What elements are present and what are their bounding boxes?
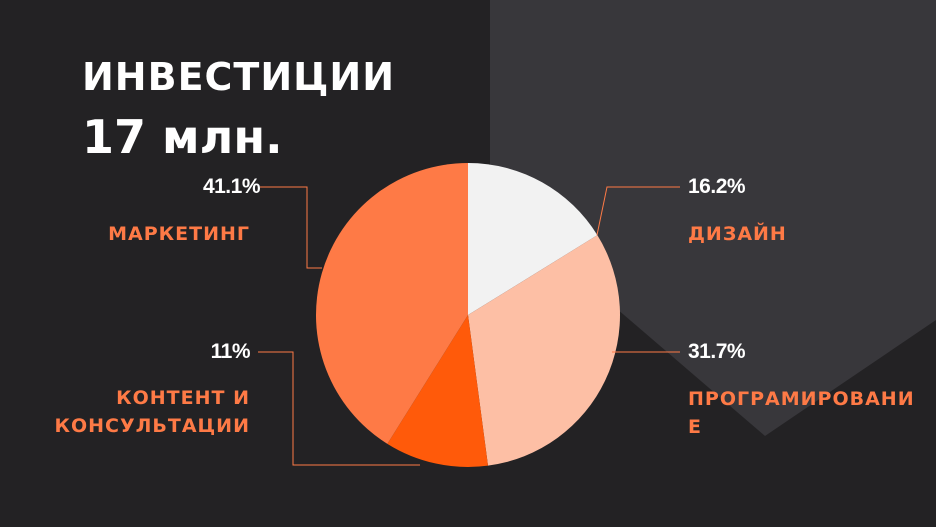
value-label: 11% [210,340,251,363]
value-label: 16.2% [688,175,746,198]
leader-line [258,351,420,466]
leader-line [260,186,322,269]
value-label: 31.7% [688,340,746,363]
value-label: 41.1% [202,175,261,198]
category-label: МАРКЕТИНГ [108,223,250,245]
category-label: КОНТЕНТ И КОНСУЛЬТАЦИИ [54,387,250,437]
pie-slice [315,163,468,444]
pie-slice [468,235,620,466]
chart-title: ИНВЕСТИЦИИ [82,55,395,99]
background-shape [490,0,936,436]
pie-slice [387,315,488,467]
chart-subtitle: 17 млн. [82,110,283,164]
pie-slice [468,163,598,315]
category-label: ПРОГРАМИРОВАНИЕ [688,388,915,438]
category-label: ДИЗАЙН [688,223,787,245]
leader-line [596,186,680,236]
